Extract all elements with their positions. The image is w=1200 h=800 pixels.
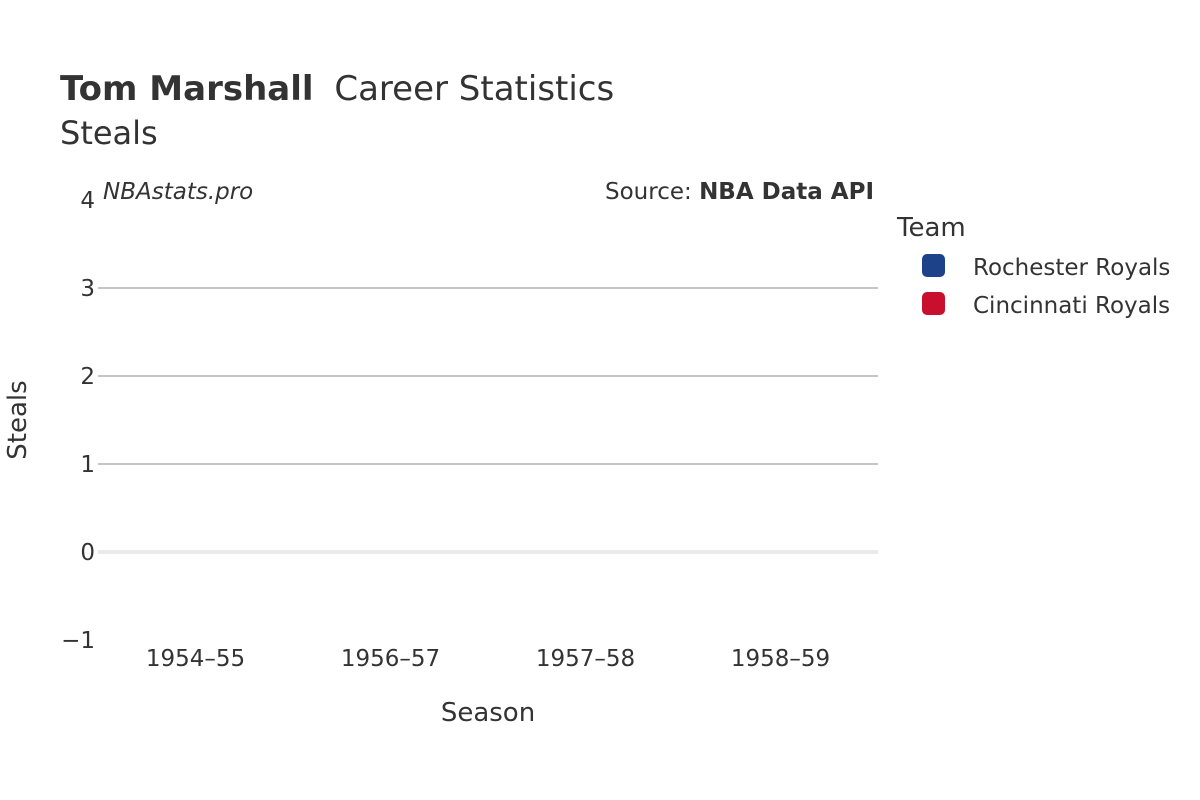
legend-title: Team <box>896 213 966 243</box>
legend-label-rochester-royals: Rochester Royals <box>973 255 1170 281</box>
chart-title-rest: Career Statistics <box>334 69 614 109</box>
source-name: NBA Data API <box>699 179 874 205</box>
source-credit: Source: NBA Data API <box>605 179 874 205</box>
y-tick-layer: −1 0 1 2 3 4 <box>61 188 95 654</box>
y-tick-label: 2 <box>80 364 95 390</box>
chart-title-name: Tom Marshall <box>60 69 314 109</box>
legend-label-cincinnati-royals: Cincinnati Royals <box>973 293 1170 319</box>
legend-swatch-rochester-royals <box>922 254 945 277</box>
legend-item-cincinnati-royals[interactable]: Cincinnati Royals <box>922 292 1170 319</box>
legend-item-rochester-royals[interactable]: Rochester Royals <box>922 254 1170 281</box>
x-tick-layer: 1954–55 1956–57 1957–58 1958–59 <box>146 646 830 672</box>
x-tick-label: 1956–57 <box>341 646 440 672</box>
chart-subtitle: Steals <box>60 114 158 152</box>
chart-title: Tom Marshall Career Statistics <box>60 69 614 109</box>
grid-layer <box>98 287 878 554</box>
x-tick-label: 1957–58 <box>536 646 635 672</box>
y-tick-label: 1 <box>80 452 95 478</box>
legend[interactable]: Team Rochester Royals Cincinnati Royals <box>896 213 1170 319</box>
y-tick-label: 4 <box>80 188 95 214</box>
y-tick-label: 0 <box>80 540 95 566</box>
x-tick-label: 1958–59 <box>731 646 830 672</box>
source-prefix: Source: <box>605 179 699 205</box>
y-axis-title: Steals <box>3 380 33 459</box>
x-tick-label: 1954–55 <box>146 646 245 672</box>
x-axis-title: Season <box>441 698 535 728</box>
y-tick-label: −1 <box>61 628 95 654</box>
legend-swatch-cincinnati-royals <box>922 292 945 315</box>
watermark: NBAstats.pro <box>103 179 253 205</box>
y-tick-label: 3 <box>80 276 95 302</box>
